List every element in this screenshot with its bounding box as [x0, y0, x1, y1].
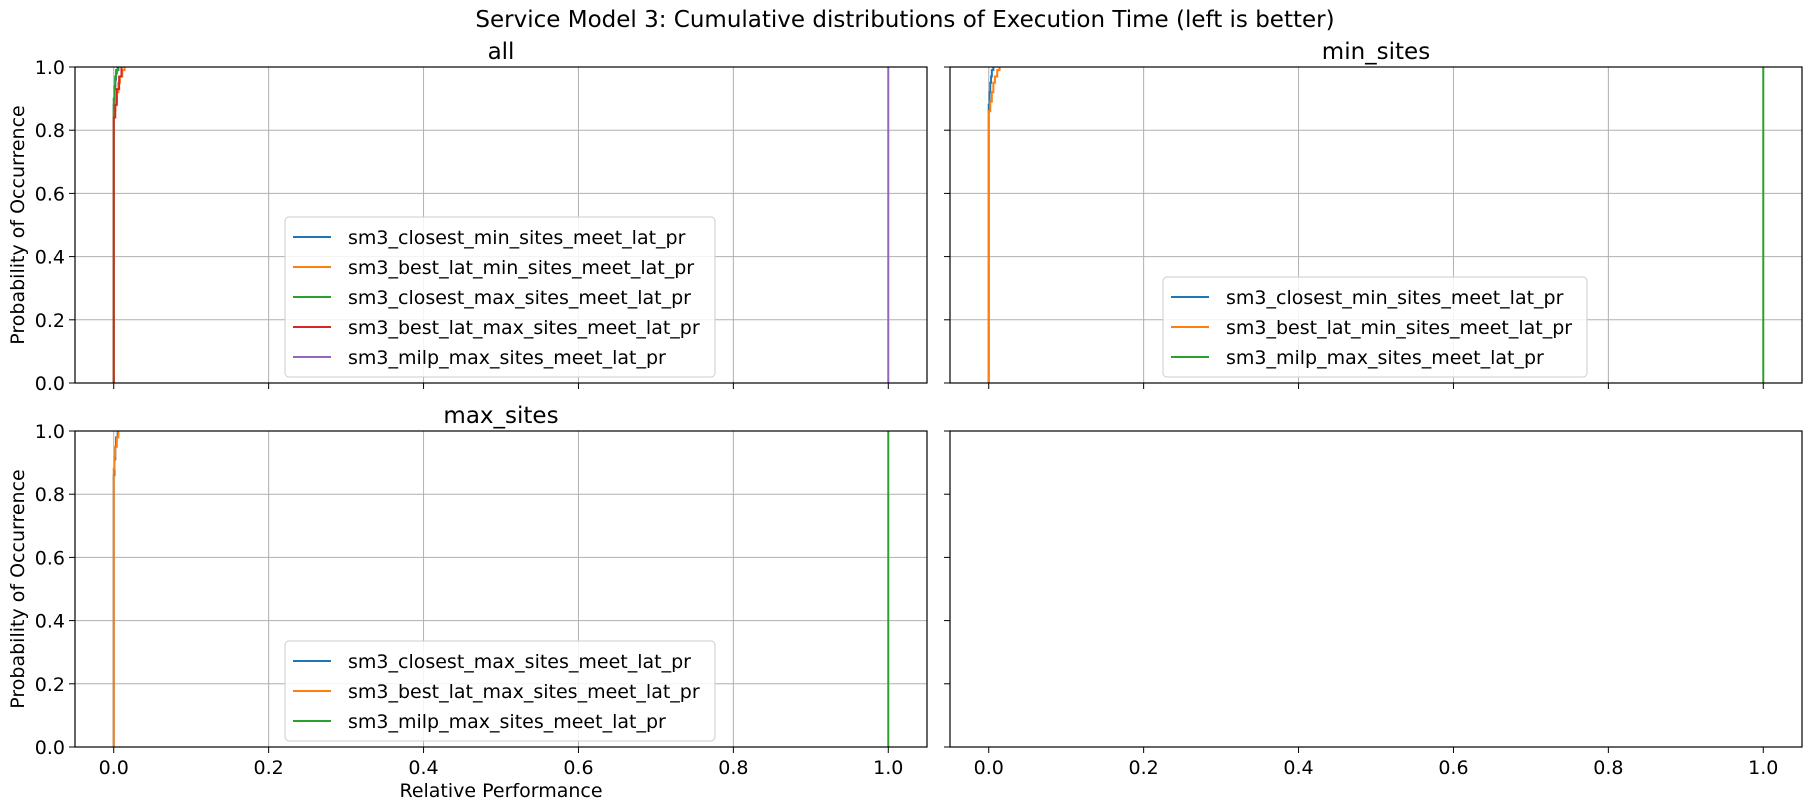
y-tick-label: 0.0	[35, 373, 65, 395]
legend-entry: sm3_closest_max_sites_meet_lat_pr	[348, 287, 691, 309]
y-tick-label: 0.0	[35, 737, 65, 759]
legend-entry: sm3_milp_max_sites_meet_lat_pr	[1226, 347, 1544, 369]
x-tick-label: 0.6	[563, 757, 593, 779]
x-tick-label: 0.4	[1283, 757, 1313, 779]
legend-entry: sm3_best_lat_max_sites_meet_lat_pr	[348, 317, 700, 339]
y-axis-label: Probability of Occurrence	[7, 469, 29, 708]
subplot-bottom-left: 0.0 0.2 0.4 0.6 0.8 1.0 0.0 0.2 0.4 0.6 0.8 1.0 max_…	[7, 403, 928, 802]
x-tick-label: 0.2	[254, 757, 284, 779]
legend-frame	[1162, 276, 1588, 378]
y-tick-label: 0.6	[35, 183, 65, 205]
legend: sm3_closest_min_sites_meet_lat_pr sm3_bes…	[284, 216, 716, 378]
legend-entry: sm3_milp_max_sites_meet_lat_pr	[348, 347, 666, 369]
legend-entry: sm3_best_lat_min_sites_meet_lat_pr	[1226, 317, 1572, 339]
legend: sm3_closest_max_sites_meet_lat_pr sm3_bes…	[284, 640, 716, 742]
y-tick-label: 0.8	[35, 484, 65, 506]
x-tick-label: 0.8	[718, 757, 748, 779]
y-tick-label: 1.0	[35, 421, 65, 443]
axes-frame	[949, 66, 1803, 384]
y-tick-label: 0.2	[35, 310, 65, 332]
x-tick-label: 1.0	[873, 757, 903, 779]
x-tick-label: 0.4	[408, 757, 438, 779]
y-axis-label: Probability of Occurrence	[7, 105, 29, 344]
legend-entry: sm3_closest_min_sites_meet_lat_pr	[1226, 287, 1564, 309]
legend-entry: sm3_best_lat_max_sites_meet_lat_pr	[348, 681, 700, 703]
legend: sm3_closest_min_sites_meet_lat_pr sm3_bes…	[1162, 276, 1588, 378]
legend-entry: sm3_milp_max_sites_meet_lat_pr	[348, 711, 666, 733]
subplot-top-right: min_sites sm3_closest_min_sites_meet_lat_…	[944, 39, 1803, 389]
legend-entry: sm3_closest_max_sites_meet_lat_pr	[348, 651, 691, 673]
series-line	[112, 431, 120, 747]
x-tick-label: 0.2	[1129, 757, 1159, 779]
x-tick-label: 0.8	[1593, 757, 1623, 779]
y-tick-label: 0.4	[35, 247, 65, 269]
series-line	[112, 67, 119, 383]
axes-frame	[74, 430, 928, 748]
axes-frame	[74, 66, 928, 384]
x-tick-label: 0.6	[1438, 757, 1468, 779]
x-tick-label: 0.0	[99, 757, 129, 779]
y-tick-label: 0.4	[35, 611, 65, 633]
subplot-title: max_sites	[443, 403, 558, 429]
y-tick-label: 0.6	[35, 547, 65, 569]
legend-entry: sm3_closest_min_sites_meet_lat_pr	[348, 227, 686, 249]
y-tick-label: 1.0	[35, 57, 65, 79]
legend-entry: sm3_best_lat_min_sites_meet_lat_pr	[348, 257, 694, 279]
series-line	[987, 67, 1001, 383]
x-tick-label: 1.0	[1748, 757, 1778, 779]
subplot-bottom-right: 0.0 0.2 0.4 0.6 0.8 1.0	[944, 430, 1803, 779]
figure-title: Service Model 3: Cumulative distribution…	[475, 7, 1334, 33]
axes-frame	[949, 430, 1803, 748]
y-tick-label: 0.2	[35, 674, 65, 696]
y-tick-label: 0.8	[35, 120, 65, 142]
legend-frame	[284, 216, 716, 378]
series-line	[112, 67, 123, 383]
subplot-grid: 0.0 0.2 0.4 0.6 0.8 1.0 all Probability of Occu…	[7, 39, 1803, 802]
subplot-title: min_sites	[1322, 39, 1430, 65]
subplot-title: all	[488, 39, 515, 65]
x-axis-label: Relative Performance	[399, 780, 602, 802]
subplot-top-left: 0.0 0.2 0.4 0.6 0.8 1.0 all Probability of Occu…	[7, 39, 928, 395]
x-tick-label: 0.0	[974, 757, 1004, 779]
legend-frame	[284, 640, 716, 742]
